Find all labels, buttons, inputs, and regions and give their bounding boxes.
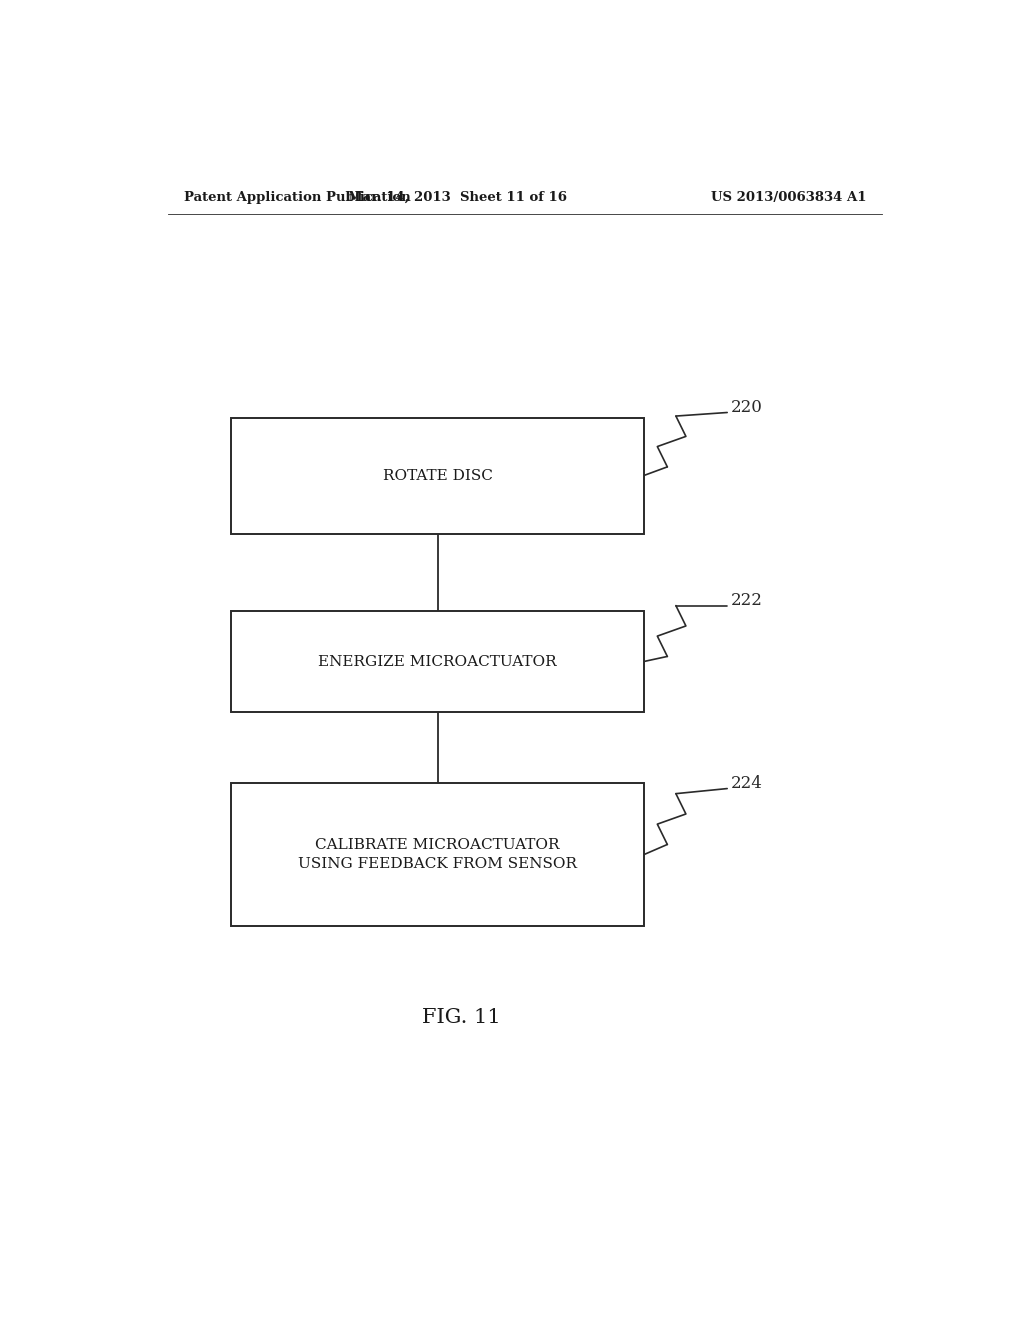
Text: Patent Application Publication: Patent Application Publication (183, 190, 411, 203)
Bar (231, 611, 644, 713)
Text: CALIBRATE MICROACTUATOR
USING FEEDBACK FROM SENSOR: CALIBRATE MICROACTUATOR USING FEEDBACK F… (298, 838, 577, 871)
Text: 224: 224 (731, 775, 763, 792)
Bar (231, 417, 644, 535)
Text: ENERGIZE MICROACTUATOR: ENERGIZE MICROACTUATOR (318, 655, 557, 668)
Text: 222: 222 (731, 593, 763, 609)
Text: 220: 220 (731, 399, 763, 416)
Text: Mar. 14, 2013  Sheet 11 of 16: Mar. 14, 2013 Sheet 11 of 16 (348, 190, 567, 203)
Text: FIG. 11: FIG. 11 (422, 1007, 501, 1027)
Text: ROTATE DISC: ROTATE DISC (383, 469, 493, 483)
Bar (231, 784, 644, 925)
Text: US 2013/0063834 A1: US 2013/0063834 A1 (711, 190, 866, 203)
